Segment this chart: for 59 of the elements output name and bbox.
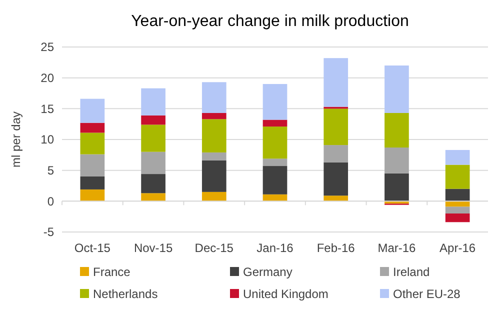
- x-tick-label: Oct-15: [74, 241, 111, 255]
- bar: [141, 88, 166, 116]
- x-tick-label: Dec-15: [194, 241, 234, 255]
- x-tick-label: Feb-16: [316, 241, 356, 255]
- x-tick-label: Apr-16: [440, 241, 476, 255]
- bar: [445, 150, 470, 165]
- x-tick-label: Jan-16: [256, 241, 294, 255]
- bar: [445, 164, 470, 189]
- bar: [324, 162, 348, 196]
- bar: [202, 152, 226, 160]
- bar: [80, 189, 105, 202]
- x-tick-label: Mar-16: [378, 241, 416, 255]
- bar: [141, 174, 166, 194]
- bar: [202, 192, 226, 202]
- bar: [202, 82, 226, 113]
- bar: [262, 84, 288, 120]
- bar: [141, 152, 166, 174]
- chart-title: Year-on-year change in milk production: [131, 13, 409, 30]
- bar: [80, 98, 105, 123]
- bar: [384, 66, 409, 113]
- bar: [202, 160, 226, 192]
- bar: [141, 193, 166, 202]
- y-tick-label: 0: [47, 194, 54, 208]
- y-tick-label: 25: [40, 40, 54, 54]
- y-tick-label: 15: [40, 102, 54, 116]
- bar: [80, 132, 105, 154]
- legend-label: Ireland: [393, 265, 430, 280]
- bar: [324, 145, 348, 162]
- bar: [384, 112, 409, 148]
- bar: [141, 115, 166, 125]
- bar: [324, 196, 348, 202]
- bar: [445, 214, 470, 222]
- legend-label: France: [93, 265, 131, 280]
- bar: [262, 158, 288, 166]
- y-tick-label: 20: [40, 71, 54, 86]
- y-tick-label: 10: [40, 132, 54, 147]
- x-tick-label: Nov-15: [134, 241, 173, 255]
- legend-label: Germany: [243, 265, 292, 280]
- bar: [141, 124, 166, 152]
- y-tick-label: 5: [47, 164, 54, 178]
- bar: [324, 108, 348, 146]
- legend-label: Netherlands: [93, 287, 158, 302]
- bar: [202, 119, 226, 152]
- bar: [445, 188, 470, 202]
- bar: [262, 126, 288, 159]
- legend-label: Other EU-28: [393, 287, 461, 302]
- bar: [262, 166, 288, 194]
- y-tick-label: -5: [43, 225, 54, 240]
- legend-label: United Kingdom: [243, 287, 328, 302]
- bar: [324, 58, 348, 107]
- y-axis-title: ml per day: [9, 111, 23, 168]
- bar: [384, 173, 409, 202]
- bar: [384, 148, 409, 174]
- bar: [262, 120, 288, 127]
- bar: [445, 206, 470, 214]
- bar: [202, 112, 226, 120]
- bar: [80, 176, 105, 190]
- bar: [80, 154, 105, 176]
- bar: [80, 122, 105, 133]
